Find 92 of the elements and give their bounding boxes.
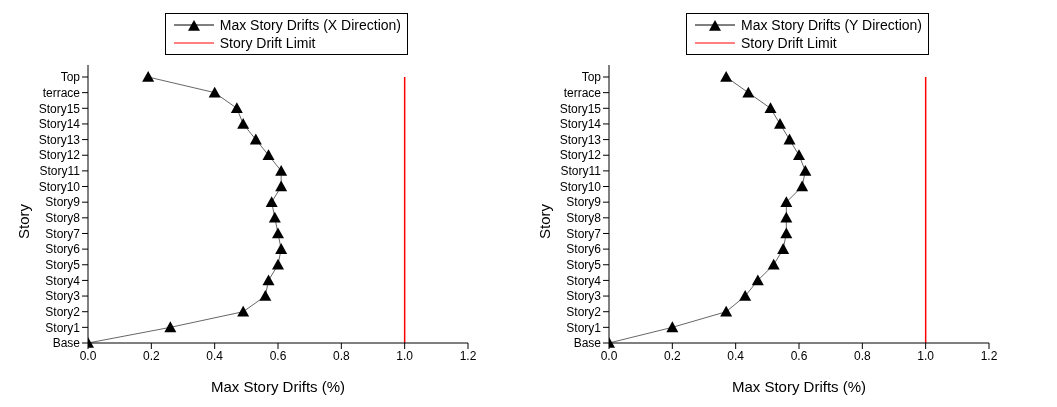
legend-label: Max Story Drifts (X Direction) <box>219 16 401 34</box>
y-tick-label: Story4 <box>566 273 602 288</box>
legend-label: Max Story Drifts (Y Direction) <box>741 16 922 34</box>
point <box>249 133 262 145</box>
y-axis-title: Story <box>536 203 554 240</box>
y-tick-label: terrace <box>42 85 81 100</box>
x-tick-label: 0.4 <box>727 348 745 363</box>
y-tick-label: Story6 <box>45 242 81 257</box>
y-tick-label: Story6 <box>566 242 602 257</box>
y-tick-label: Story11 <box>560 164 602 179</box>
point <box>275 243 288 254</box>
y-tick-label: Story11 <box>39 164 81 179</box>
point <box>764 102 777 114</box>
point <box>742 86 755 98</box>
y-axis-title: Story <box>15 203 33 240</box>
x-axis-title: Max Story Drifts (%) <box>731 377 867 395</box>
legend-label: Story Drift Limit <box>741 34 837 52</box>
x-tick-label: 1.0 <box>396 348 414 363</box>
y-tick-label: Story5 <box>566 258 602 273</box>
point <box>230 102 243 114</box>
point <box>751 274 764 286</box>
point <box>783 133 796 145</box>
y-tick-label: Story5 <box>45 258 81 273</box>
point <box>780 227 793 239</box>
x-tick-label: 1.0 <box>917 348 935 363</box>
point <box>237 117 250 129</box>
point <box>793 149 805 161</box>
x-axis-title: Max Story Drifts (%) <box>210 377 346 395</box>
point <box>262 149 275 161</box>
point <box>767 258 780 270</box>
x-tick-label: 0.0 <box>600 348 618 363</box>
point <box>799 164 812 176</box>
y-tick-label: Top <box>60 70 81 85</box>
point <box>720 71 733 82</box>
point <box>720 305 733 317</box>
y-tick-label: Story4 <box>45 273 81 288</box>
y-tick-label: Story14 <box>38 117 81 132</box>
y-tick-label: Story3 <box>566 289 602 304</box>
point <box>208 86 221 98</box>
point <box>275 164 288 176</box>
x-tick-label: 0.8 <box>853 348 871 363</box>
point <box>780 211 793 223</box>
x-tick-label: 0.8 <box>332 348 350 363</box>
x-tick-label: 1.2 <box>980 348 998 363</box>
point <box>275 180 288 192</box>
point <box>237 305 250 317</box>
y-tick-label: Story7 <box>45 226 81 241</box>
y-tick-label: Base <box>52 336 81 351</box>
y-tick-label: Story3 <box>45 289 81 304</box>
point <box>774 117 786 129</box>
y-tick-label: Story7 <box>566 226 602 241</box>
point <box>259 290 272 301</box>
y-tick-label: Top <box>581 70 602 85</box>
x-tick-label: 0.6 <box>790 348 808 363</box>
point <box>265 196 278 207</box>
x-tick-label: 0.2 <box>142 348 160 363</box>
y-tick-label: Story15 <box>559 101 602 116</box>
y-tick-label: Story13 <box>559 132 602 147</box>
point <box>268 211 281 223</box>
y-tick-label: Story8 <box>45 211 81 226</box>
y-tick-label: Story12 <box>559 148 602 163</box>
x-tick-label: 0.2 <box>663 348 681 363</box>
y-tick-label: Story13 <box>38 132 81 147</box>
y-tick-label: terrace <box>563 85 602 100</box>
point <box>272 227 284 239</box>
point <box>777 243 790 254</box>
y-tick-label: Base <box>573 336 602 351</box>
point <box>780 196 793 207</box>
point <box>164 321 177 333</box>
y-tick-label: Story12 <box>38 148 81 163</box>
y-tick-label: Story10 <box>559 179 602 194</box>
x-tick-label: 0.0 <box>79 348 97 363</box>
y-tick-label: Story2 <box>45 304 81 319</box>
y-tick-label: Story1 <box>566 320 602 335</box>
y-tick-label: Story1 <box>45 320 81 335</box>
y-tick-label: Story2 <box>566 304 602 319</box>
y-tick-label: Story14 <box>559 117 602 132</box>
legend-label: Story Drift Limit <box>219 34 316 52</box>
y-tick-label: Story9 <box>45 195 81 210</box>
y-tick-label: Story10 <box>38 179 81 194</box>
y-tick-label: Story8 <box>566 211 602 226</box>
y-tick-label: Story9 <box>566 195 602 210</box>
point <box>739 290 752 301</box>
x-tick-label: 0.4 <box>206 348 224 363</box>
point <box>796 180 809 192</box>
y-tick-label: Story15 <box>38 101 81 116</box>
x-tick-label: 1.2 <box>459 348 477 363</box>
x-tick-label: 0.6 <box>269 348 287 363</box>
point <box>262 274 275 286</box>
point <box>142 71 155 82</box>
point <box>666 321 679 333</box>
point <box>272 258 284 270</box>
